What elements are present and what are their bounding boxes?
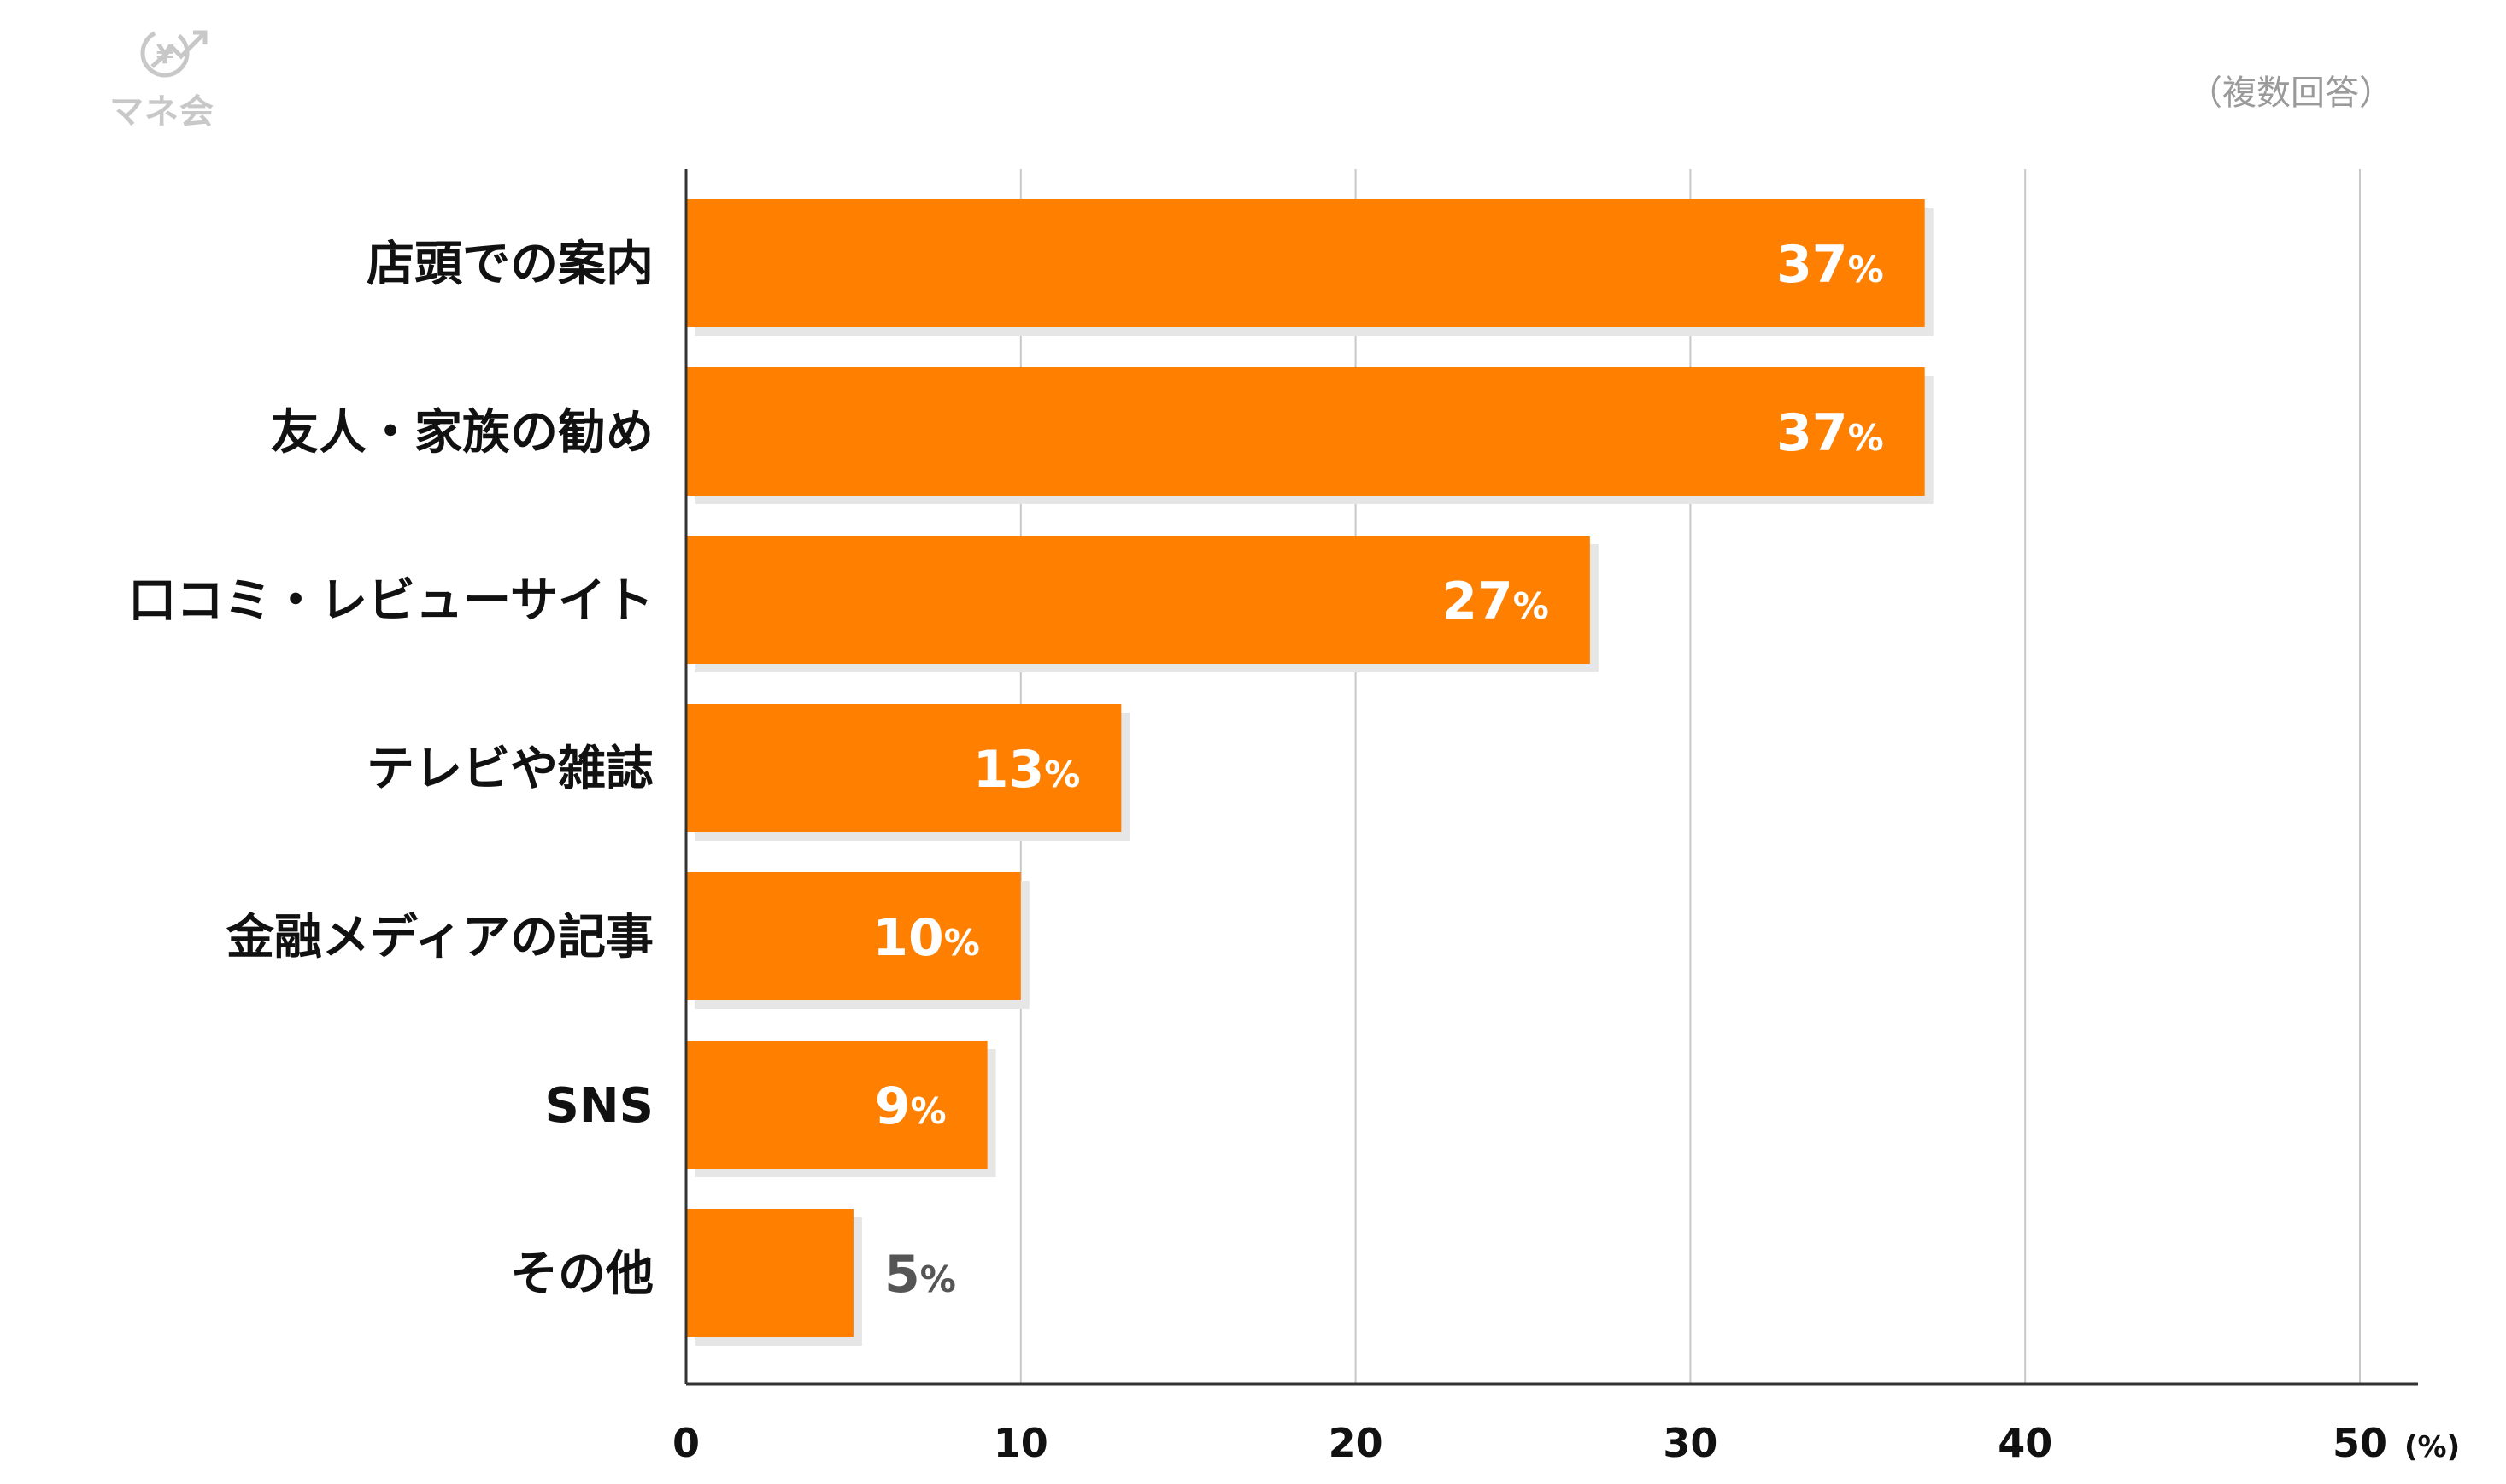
value-unit: % xyxy=(1848,417,1884,459)
value-number: 27 xyxy=(1441,572,1513,631)
bars xyxy=(686,199,1934,1346)
category-label: テレビや雑誌 xyxy=(367,742,654,797)
value-unit: % xyxy=(944,922,980,964)
x-tick-label: 40 xyxy=(1998,1420,2052,1466)
value-number: 37 xyxy=(1776,235,1848,295)
value-labels: 37%37%27%13%10%9%5% xyxy=(872,235,1883,1305)
value-number: 13 xyxy=(973,740,1045,800)
category-label: 友人・家族の勧め xyxy=(271,405,654,460)
value-number: 9 xyxy=(875,1076,911,1136)
value-number: 37 xyxy=(1776,403,1848,463)
yen-chart-icon: ¥ xyxy=(140,28,208,78)
value-unit: % xyxy=(1513,585,1549,627)
bar xyxy=(686,1209,854,1337)
value-label: 5% xyxy=(884,1245,956,1305)
bar xyxy=(686,536,1590,664)
bar xyxy=(686,1041,988,1169)
value-unit: % xyxy=(1848,249,1884,290)
value-label: 37% xyxy=(1776,403,1884,463)
bar xyxy=(686,199,1925,327)
grid-lines xyxy=(1019,169,2361,1384)
value-label: 13% xyxy=(973,740,1081,800)
value-label: 27% xyxy=(1441,572,1549,631)
x-tick-labels: 0 10 20 30 40 50 (%) xyxy=(672,1420,2460,1466)
category-labels: 店頭での案内友人・家族の勧め口コミ・レビューサイトテレビや雑誌金融メディアの記事… xyxy=(128,237,654,1302)
category-label: SNS xyxy=(544,1078,654,1134)
category-label: その他 xyxy=(510,1246,654,1302)
value-unit: % xyxy=(1044,754,1080,795)
value-label: 9% xyxy=(875,1076,947,1136)
bar xyxy=(686,367,1925,496)
value-number: 10 xyxy=(872,908,944,968)
logo-yen-symbol: ¥ xyxy=(156,40,174,70)
x-unit-label: (%) xyxy=(2404,1430,2460,1464)
value-number: 5 xyxy=(884,1245,920,1305)
value-unit: % xyxy=(920,1258,956,1300)
category-label: 口コミ・レビューサイト xyxy=(128,573,654,629)
x-tick-label: 20 xyxy=(1329,1420,1383,1466)
logo-text: マネ会 xyxy=(109,92,214,132)
value-label: 10% xyxy=(872,908,980,968)
value-label: 37% xyxy=(1776,235,1884,295)
category-label: 金融メディアの記事 xyxy=(226,910,654,965)
value-unit: % xyxy=(911,1090,947,1132)
x-tick-label: 30 xyxy=(1663,1420,1717,1466)
axes xyxy=(684,169,2418,1386)
x-tick-label: 10 xyxy=(994,1420,1048,1466)
logo: ¥ xyxy=(101,19,229,138)
x-tick-label: 0 xyxy=(672,1420,700,1466)
note-multiple-answers: （複数回答） xyxy=(2188,73,2393,113)
bar xyxy=(686,872,1021,1000)
x-tick-label: 50 xyxy=(2333,1420,2387,1466)
bar xyxy=(686,704,1122,832)
category-label: 店頭での案内 xyxy=(367,237,654,292)
